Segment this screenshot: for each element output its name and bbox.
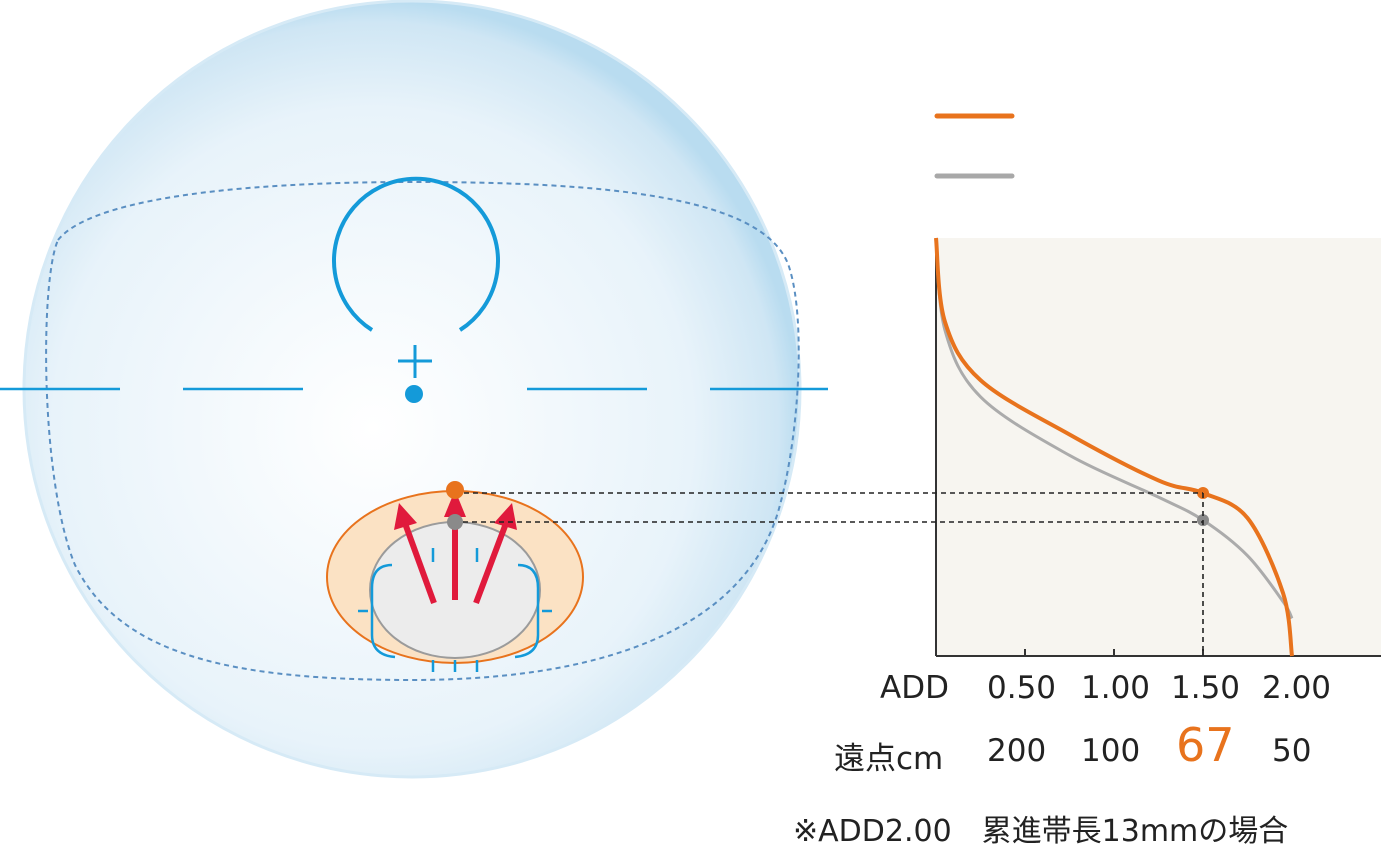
footnote: ※ADD2.00 累進帯長13mmの場合 <box>793 814 1289 849</box>
series-line-orange <box>934 237 1294 657</box>
x-tick-label: 2.00 <box>1262 670 1332 706</box>
frame-outline <box>45 180 800 682</box>
distance-row-label: 遠点cm <box>834 741 944 777</box>
x-axis-row-label: ADD <box>880 670 949 706</box>
standard-zone-point <box>447 514 463 530</box>
distance-value: 50 <box>1272 733 1312 769</box>
near-zone-brackets <box>358 548 552 672</box>
distance-value: 100 <box>1081 733 1141 769</box>
fitting-cross <box>398 345 432 378</box>
wide-zone-point <box>446 481 464 499</box>
chart-plot-area <box>936 238 1381 656</box>
distance-value-highlighted: 67 <box>1176 718 1235 772</box>
x-tick-label: 0.50 <box>987 670 1057 706</box>
prism-reference-dot <box>405 385 423 403</box>
x-tick-label: 1.50 <box>1171 670 1241 706</box>
x-tick-label: 1.00 <box>1081 670 1151 706</box>
distance-zone-arc <box>332 176 500 332</box>
lens-illustration <box>0 0 828 779</box>
connector-lines <box>463 492 1204 656</box>
legend <box>934 113 1015 179</box>
series-line-gray <box>934 237 1294 620</box>
distance-value: 200 <box>987 733 1047 769</box>
power-chart <box>934 237 1381 657</box>
